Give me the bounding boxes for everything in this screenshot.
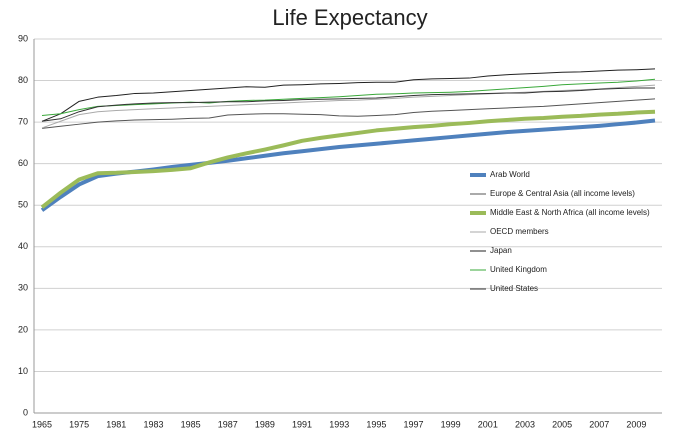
legend-label: Europe & Central Asia (all income levels…: [490, 189, 635, 198]
x-tick-label: 2003: [515, 419, 535, 429]
legend-label: Japan: [490, 246, 512, 255]
series-line: [41, 68, 656, 122]
series-line: [41, 98, 656, 129]
chart-title: Life Expectancy: [272, 5, 427, 30]
y-tick-label: 70: [18, 116, 28, 126]
x-tick-label: 1965: [32, 419, 52, 429]
x-tick-label: 1983: [143, 419, 163, 429]
legend: Arab World Europe & Central Asia (all inc…: [470, 170, 650, 293]
legend-label: United States: [490, 284, 538, 293]
legend-label: Middle East & North Africa (all income l…: [490, 208, 650, 217]
x-tick-label: 1975: [69, 419, 89, 429]
legend-label: OECD members: [490, 227, 549, 236]
y-tick-label: 10: [18, 366, 28, 376]
series-line: [41, 78, 656, 116]
y-tick-label: 80: [18, 75, 28, 85]
x-tick-label: 2001: [478, 419, 498, 429]
legend-label: Arab World: [490, 170, 530, 179]
x-tick-label: 2005: [552, 419, 572, 429]
x-tick-label: 1991: [292, 419, 312, 429]
y-tick-label: 90: [18, 33, 28, 43]
series-line: [40, 109, 656, 209]
x-tick-label: 1999: [441, 419, 461, 429]
x-tick-label: 1995: [366, 419, 386, 429]
x-tick-label: 1993: [329, 419, 349, 429]
y-tick-label: 60: [18, 158, 28, 168]
x-tick-label: 1989: [255, 419, 275, 429]
y-tick-label: 30: [18, 283, 28, 293]
series-line: [41, 84, 656, 129]
x-tick-label: 1987: [218, 419, 238, 429]
x-tick-label: 1981: [106, 419, 126, 429]
x-tick-label: 2009: [626, 419, 646, 429]
x-tick-label: 2007: [589, 419, 609, 429]
y-tick-label: 50: [18, 200, 28, 210]
y-tick-label: 0: [23, 407, 28, 417]
x-tick-label: 1985: [181, 419, 201, 429]
y-tick-label: 40: [18, 241, 28, 251]
y-tick-label: 20: [18, 324, 28, 334]
x-tick-label: 1997: [403, 419, 423, 429]
series-line: [41, 87, 655, 122]
legend-label: United Kingdom: [490, 265, 547, 274]
